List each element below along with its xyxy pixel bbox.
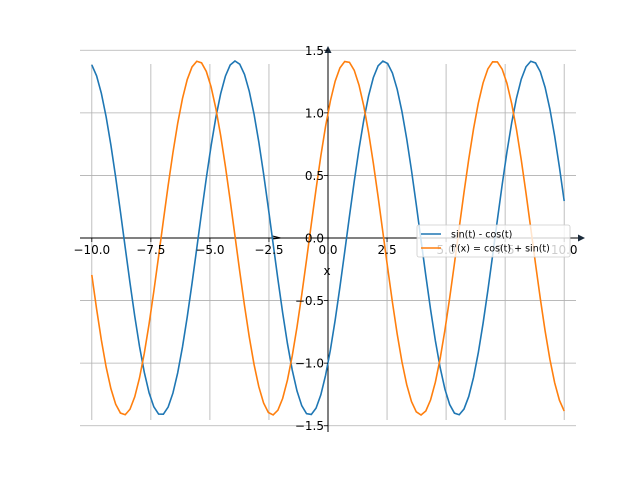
- y-tick-label-2: −0.5: [295, 294, 324, 308]
- y-tick-label-4: 0.5: [305, 169, 324, 183]
- legend-label-series-2: f'(x) = cos(t) + sin(t): [451, 244, 550, 255]
- x-tick-label-0: −10.0: [73, 243, 110, 257]
- y-tick-label-6: 1.5: [305, 44, 324, 58]
- series-line-2: [91, 60, 565, 416]
- legend-box: [416, 224, 571, 258]
- x-tick-label-3: −2.5: [254, 243, 283, 257]
- x-tick-label-4: 0.0: [318, 243, 337, 257]
- y-tick-label-5: 1.0: [305, 106, 324, 120]
- legend-label-series-1: sin(t) - cos(t): [451, 230, 512, 241]
- y-axis-arrow-icon: [324, 46, 332, 53]
- y-tick-label-0: −1.5: [295, 419, 324, 433]
- series-lines: [91, 60, 565, 416]
- x-tick-label-1: −7.5: [136, 243, 165, 257]
- legend: sin(t) - cos(t) f'(x) = cos(t) + sin(t): [416, 224, 571, 258]
- y-tick-label-1: −1.0: [295, 357, 324, 371]
- x-axis-label: x: [323, 264, 330, 278]
- x-axis-arrow-icon: [578, 234, 585, 242]
- x-tick-label-2: −5.0: [195, 243, 224, 257]
- x-tick-label-5: 2.5: [378, 243, 397, 257]
- y-tick-label-3: 0.0: [305, 232, 324, 246]
- x-axis-minor-arrow-icon: [272, 235, 281, 240]
- series-line-1: [91, 60, 565, 416]
